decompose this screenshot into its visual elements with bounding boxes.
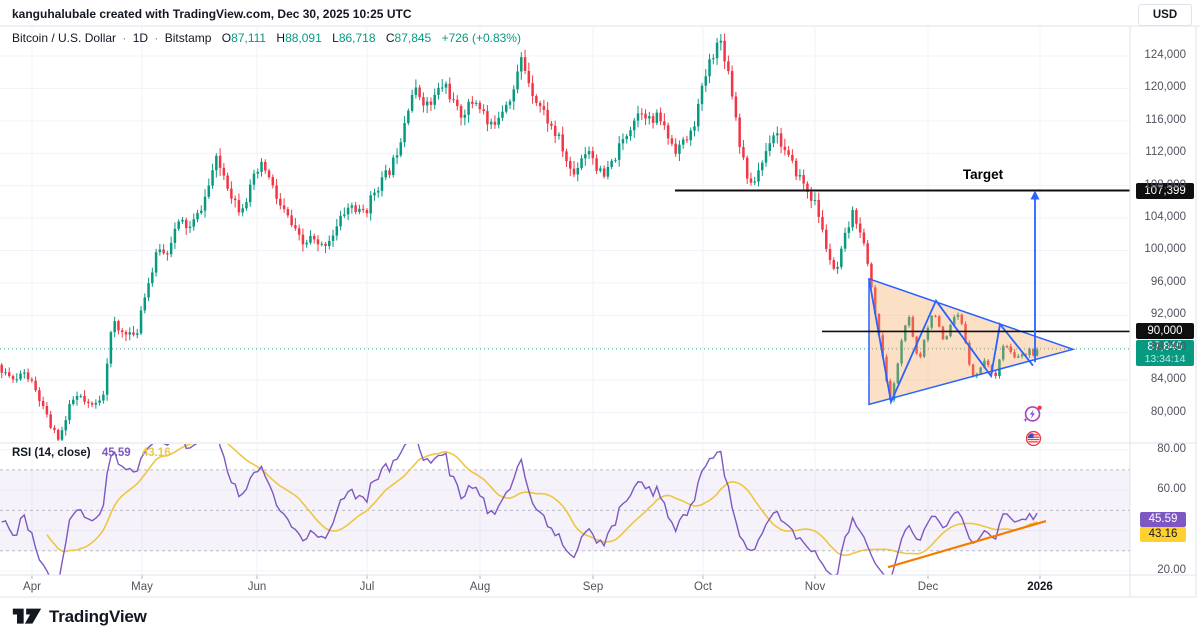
rsi-trendline-drawing[interactable] — [887, 520, 1047, 569]
target-price-label: 107,399 — [1136, 182, 1194, 199]
open-value: 87,111 — [231, 31, 267, 45]
rsi-legend[interactable]: RSI (14, close) 45.59 43.16 — [12, 447, 171, 459]
reaction-stickers — [1022, 402, 1048, 453]
price-axis-tick: 116,000 — [1145, 113, 1186, 126]
rsi-pane — [0, 444, 1130, 575]
rsi-axis-tick: 20.00 — [1157, 563, 1186, 576]
price-axis-tick: 80,000 — [1150, 405, 1186, 418]
price-drawings: Target — [0, 167, 1130, 406]
price-axis-tick: 112,000 — [1145, 146, 1186, 159]
price-axis-tick: 120,000 — [1144, 81, 1186, 94]
tradingview-logo[interactable]: TradingView — [12, 606, 147, 628]
time-axis-label: Oct — [694, 581, 712, 593]
rsi-title: RSI (14, close) — [12, 447, 91, 459]
time-axis-label: Nov — [804, 581, 826, 593]
high-value: 88,091 — [285, 31, 322, 45]
grid-lines — [0, 26, 1130, 579]
tradingview-logo-icon — [12, 608, 42, 624]
rsi-axis-tick: 80.00 — [1157, 442, 1186, 455]
price-axis-tick: 84,000 — [1150, 373, 1186, 386]
pane-borders — [0, 25, 1200, 598]
last-price-value: 87,845 — [1147, 340, 1183, 353]
rsi-value: 45.59 — [101, 447, 131, 459]
target-arrow-head — [1030, 190, 1040, 200]
us-flag-reaction-icon[interactable] — [1024, 429, 1043, 448]
boost-reaction-icon[interactable] — [1022, 402, 1044, 424]
price-axis-tick: 92,000 — [1150, 308, 1186, 321]
time-axis-label: Sep — [582, 581, 604, 593]
rsi-axis-tick: 60.00 — [1157, 483, 1186, 496]
price-axis-tick: 88,000 — [1150, 340, 1186, 353]
exchange-label: Bitstamp — [164, 31, 212, 45]
support-price-label: 90,000 — [1136, 323, 1194, 340]
time-axis-label: Aug — [469, 581, 491, 593]
rsi-ma-value: 43.16 — [141, 447, 171, 459]
price-axis-tick: 100,000 — [1144, 243, 1186, 256]
price-axis-tick: 124,000 — [1144, 49, 1186, 61]
last-price-label: 87,845 13:34:14 — [1136, 339, 1194, 366]
symbol-legend[interactable]: Bitcoin / U.S. Dollar · 1D · Bitstamp O8… — [12, 31, 521, 45]
rsi-ma-line — [46, 444, 1038, 557]
time-axis-label: Apr — [23, 581, 41, 593]
interval-label: 1D — [132, 31, 149, 45]
rsi-line — [1, 444, 1038, 575]
time-axis-label: Jul — [359, 581, 375, 593]
high-key: H — [276, 31, 286, 45]
time-axis-label: 2026 — [1027, 581, 1053, 593]
bar-countdown: 13:34:14 — [1144, 352, 1186, 365]
time-axis-label: Jun — [247, 581, 267, 593]
symbol-name: Bitcoin / U.S. Dollar — [12, 31, 117, 45]
separator: · — [122, 31, 127, 45]
time-axis-label: Dec — [917, 581, 939, 593]
chart-attribution: kanguhalubale created with TradingView.c… — [12, 7, 412, 21]
tradingview-logo-text: TradingView — [49, 607, 147, 626]
target-text-annotation[interactable]: Target — [963, 167, 1004, 182]
low-value: 86,718 — [338, 31, 376, 45]
rsi-ma-axis-label: 43.16 — [1140, 527, 1186, 543]
close-value: 87,845 — [394, 31, 432, 45]
open-key: O — [221, 31, 232, 45]
triangle-pattern-drawing[interactable] — [868, 277, 1076, 406]
rsi-axis-label: 45.59 — [1140, 512, 1186, 528]
time-axis-label: May — [131, 581, 153, 593]
low-key: L — [332, 31, 339, 45]
price-axis-tick: 104,000 — [1144, 211, 1186, 224]
close-key: C — [385, 31, 395, 45]
candles-series — [0, 33, 1039, 441]
separator: · — [154, 31, 159, 45]
price-axis-tick: 108,000 — [1144, 178, 1186, 191]
change-value: +726 (+0.83%) — [441, 31, 521, 45]
price-axis-tick: 96,000 — [1150, 275, 1186, 288]
